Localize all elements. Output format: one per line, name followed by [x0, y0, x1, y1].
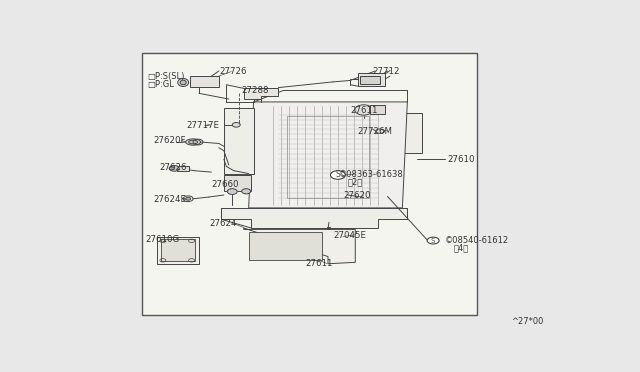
Bar: [190, 76, 219, 87]
Circle shape: [169, 166, 179, 171]
Bar: [142, 53, 477, 315]
Text: （4）: （4）: [454, 244, 469, 253]
Text: 27045E: 27045E: [333, 231, 366, 240]
Text: 27726: 27726: [219, 67, 246, 76]
Circle shape: [242, 189, 251, 194]
Bar: [370, 105, 385, 114]
Text: 27611: 27611: [306, 259, 333, 268]
Text: 27626: 27626: [159, 163, 187, 172]
Ellipse shape: [376, 129, 385, 133]
Text: （2）: （2）: [348, 177, 363, 186]
Text: 27660: 27660: [211, 180, 239, 189]
Text: S: S: [431, 238, 435, 244]
Text: 27288: 27288: [241, 86, 269, 95]
Text: 27624: 27624: [209, 219, 236, 228]
Polygon shape: [221, 208, 408, 228]
Circle shape: [428, 237, 439, 244]
Bar: [224, 175, 251, 191]
Polygon shape: [224, 108, 253, 173]
Text: 27712: 27712: [372, 67, 400, 76]
Text: S: S: [335, 170, 340, 179]
Bar: [403, 113, 422, 154]
Text: 27624E: 27624E: [154, 195, 186, 204]
Text: 27611: 27611: [350, 106, 378, 115]
Circle shape: [355, 105, 372, 115]
Polygon shape: [249, 102, 408, 208]
Ellipse shape: [186, 139, 200, 145]
Text: 27726M: 27726M: [358, 126, 393, 136]
Bar: [249, 232, 322, 260]
Polygon shape: [244, 87, 278, 99]
Text: □P:S(SL): □P:S(SL): [147, 72, 184, 81]
Text: ©08363-61638: ©08363-61638: [339, 170, 404, 179]
Circle shape: [227, 189, 237, 195]
Bar: [161, 238, 195, 262]
Circle shape: [330, 171, 346, 179]
Circle shape: [186, 197, 191, 200]
Ellipse shape: [180, 80, 186, 85]
Text: □P:GL: □P:GL: [147, 80, 174, 89]
Polygon shape: [244, 228, 355, 264]
Polygon shape: [177, 166, 189, 171]
Text: 27717E: 27717E: [187, 121, 220, 130]
Text: 27610: 27610: [447, 155, 474, 164]
Text: ^27*00: ^27*00: [511, 317, 544, 326]
Text: 27620F: 27620F: [154, 136, 186, 145]
Circle shape: [169, 167, 174, 170]
Ellipse shape: [178, 78, 189, 86]
Text: 27610G: 27610G: [145, 235, 179, 244]
Bar: [278, 112, 380, 201]
Text: ©08540-61612: ©08540-61612: [445, 236, 509, 246]
Polygon shape: [157, 237, 199, 264]
Circle shape: [232, 122, 240, 127]
Bar: [360, 76, 380, 84]
Text: 27620: 27620: [343, 191, 371, 201]
Bar: [287, 116, 369, 198]
Bar: [358, 73, 385, 86]
Ellipse shape: [189, 140, 198, 144]
